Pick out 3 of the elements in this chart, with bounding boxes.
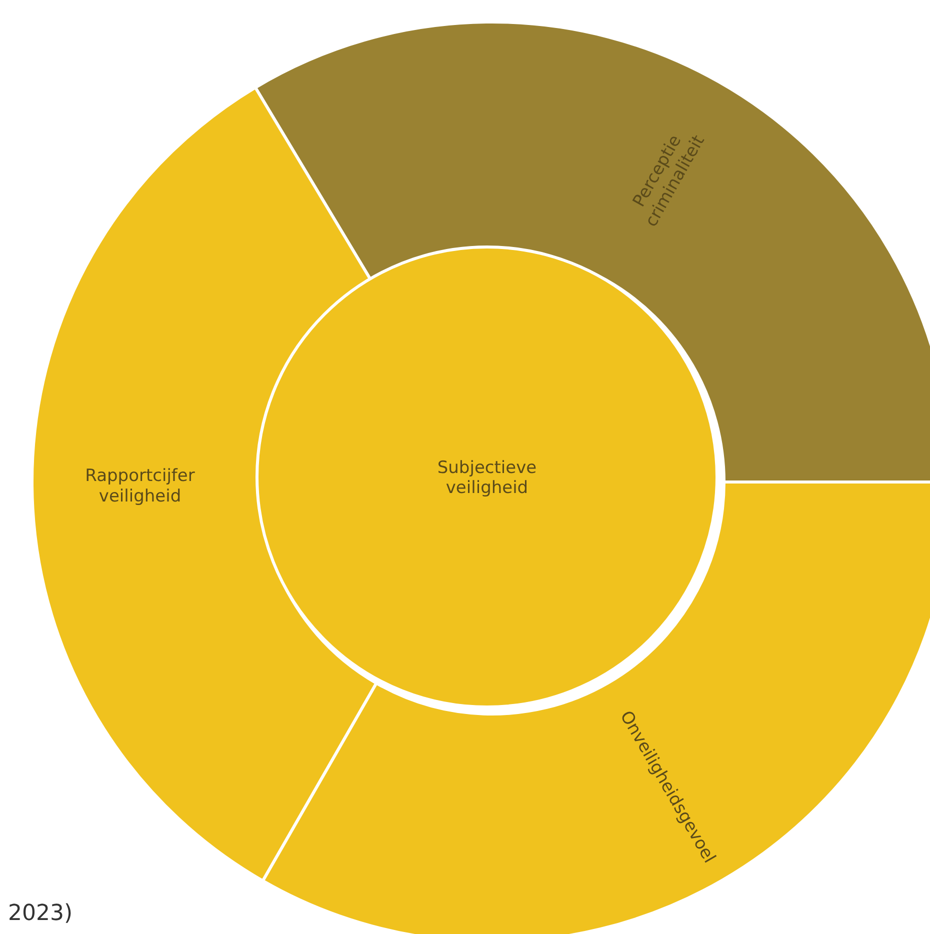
text: Subjectieve veiligheid <box>437 458 537 498</box>
text: 2023) <box>8 901 73 926</box>
slice-label: Rapportcijfer veiligheid <box>85 466 195 506</box>
